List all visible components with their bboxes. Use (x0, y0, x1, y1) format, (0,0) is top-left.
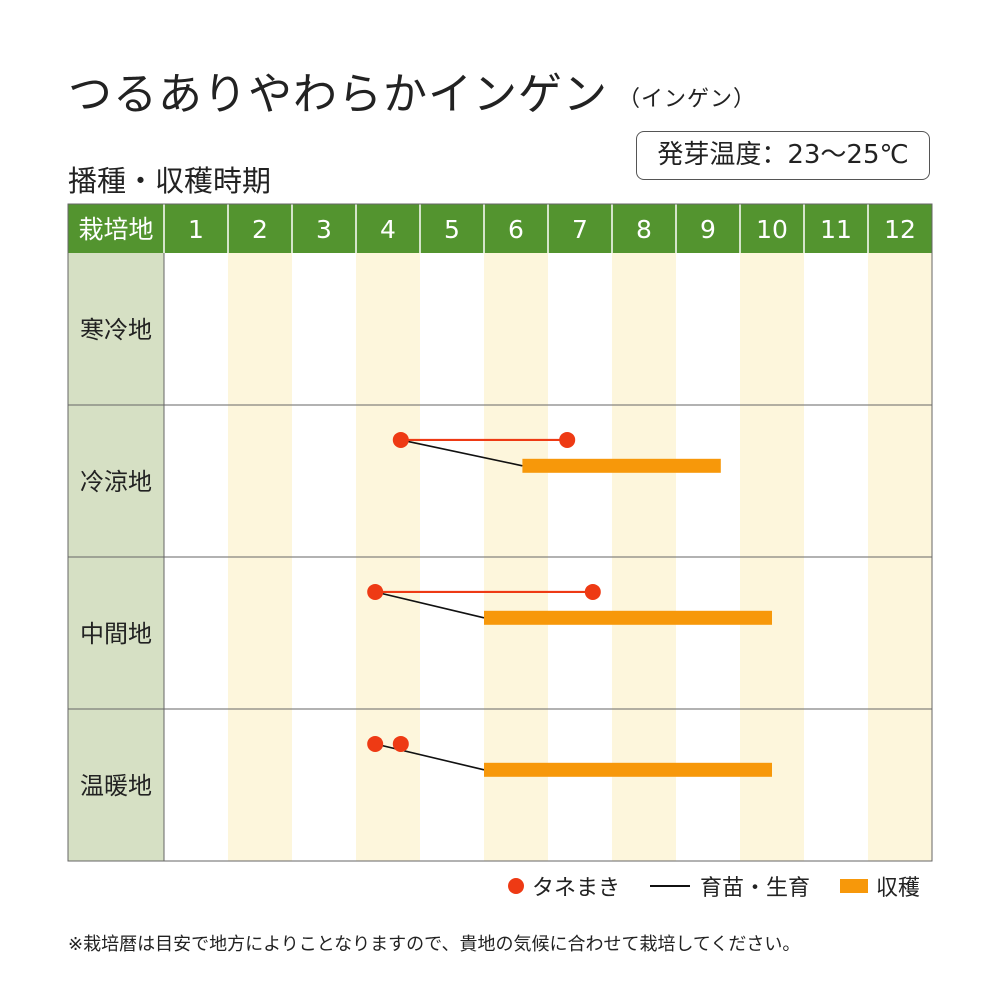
sowing-dot (584, 583, 601, 600)
harvest-bar (484, 762, 772, 777)
legend-label-harvest: 収穫 (876, 876, 921, 901)
growing-line (375, 591, 485, 619)
legend-label-growing: 育苗・生育 (700, 876, 811, 901)
month-header-label: 2 (252, 215, 268, 244)
harvest-bar (522, 458, 721, 473)
harvest-bar-icon (840, 879, 869, 893)
region-label: 温暖地 (80, 772, 152, 800)
sowing-dot (367, 735, 384, 752)
sowing-dot (367, 583, 384, 600)
month-header-label: 4 (380, 215, 396, 244)
month-header-label: 6 (508, 215, 524, 244)
growing-line-icon (650, 885, 691, 887)
month-header-label: 8 (636, 215, 652, 244)
month-header-label: 10 (756, 215, 788, 244)
month-header-label: 9 (700, 215, 716, 244)
title-text: つるありやわらかインゲン (68, 69, 608, 120)
legend-item-harvest: 収穫 (840, 870, 920, 902)
sowing-dot (392, 735, 409, 752)
sowing-dot (559, 431, 576, 448)
month-header-label: 5 (444, 215, 460, 244)
title-subtitle: （インゲン） (618, 87, 757, 112)
region-label: 中間地 (80, 620, 152, 648)
page-title: つるありやわらかインゲン （インゲン） (68, 58, 756, 122)
growing-line (400, 439, 523, 467)
growing-line (375, 743, 485, 771)
temperature-badge: 発芽温度：23〜25℃ (636, 131, 930, 180)
header-band (68, 204, 932, 253)
region-label: 冷涼地 (80, 468, 152, 496)
legend-item-growing: 育苗・生育 (650, 870, 810, 902)
section-label: 播種・収穫時期 (68, 164, 272, 198)
legend-label-sowing: タネまき (532, 876, 621, 901)
month-header-label: 7 (572, 215, 588, 244)
footnote: ※栽培暦は目安で地方によりことなりますので、貴地の気候に合わせて栽培してください… (68, 934, 801, 955)
legend: タネまき 育苗・生育 収穫 (508, 870, 920, 902)
legend-item-sowing: タネまき (508, 870, 620, 902)
sowing-dot (392, 431, 409, 448)
month-header-label: 11 (820, 215, 852, 244)
month-header-label: 12 (884, 215, 916, 244)
month-header-label: 3 (316, 215, 332, 244)
harvest-bar (484, 610, 772, 625)
sowing-dot-icon (508, 878, 524, 894)
table-border (67, 203, 933, 862)
header-label: 栽培地 (78, 215, 153, 244)
region-label: 寒冷地 (80, 316, 152, 344)
month-header-label: 1 (188, 215, 204, 244)
